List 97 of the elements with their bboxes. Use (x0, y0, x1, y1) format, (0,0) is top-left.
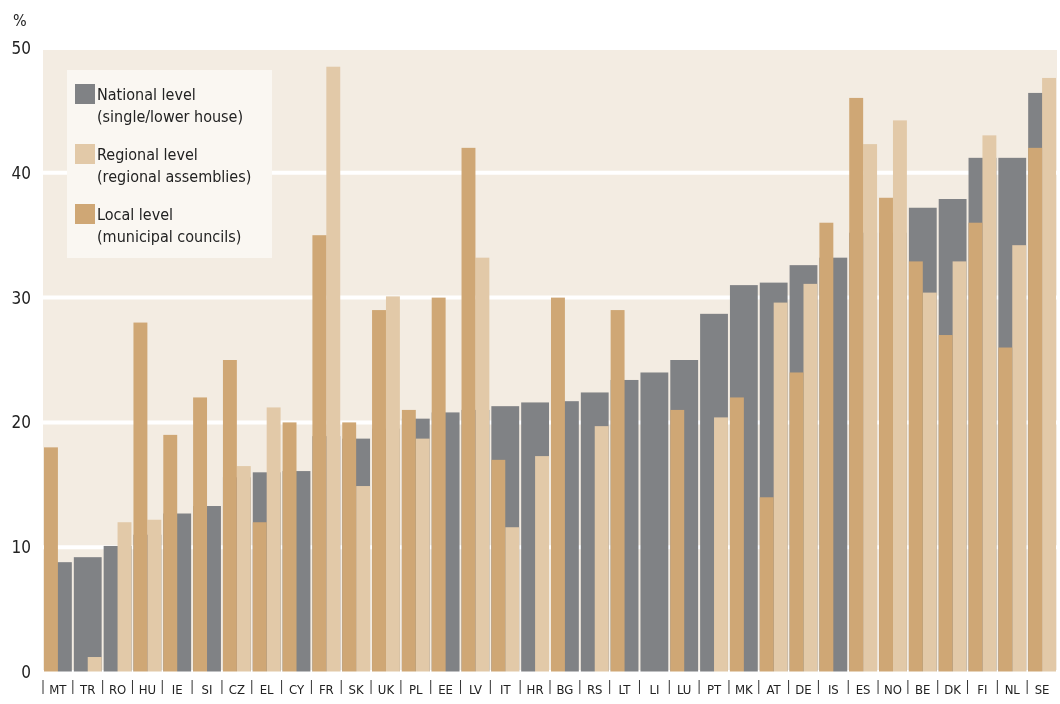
bar (236, 466, 251, 672)
bar (73, 557, 102, 672)
x-tick-label: SE (1034, 682, 1050, 697)
bar (789, 372, 804, 672)
x-tick-label: MT (49, 682, 68, 697)
bar (1042, 77, 1056, 672)
bar (759, 497, 774, 672)
x-tick-label: NO (883, 682, 902, 697)
bar (312, 235, 327, 672)
y-tick-label: 50 (11, 37, 31, 58)
bar (535, 456, 549, 672)
x-tick-label: HR (526, 682, 544, 697)
bar (415, 438, 430, 672)
bar (729, 397, 744, 672)
x-tick-label: PT (706, 682, 722, 697)
x-tick-label: UK (377, 682, 395, 697)
legend-label: Local level (municipal councils) (97, 205, 242, 246)
x-tick-label: LU (676, 682, 692, 697)
x-tick-label: CZ (228, 682, 245, 697)
x-tick-label: ES (855, 682, 871, 697)
bar (922, 292, 937, 672)
x-tick-label: EE (438, 682, 454, 697)
y-tick-label: 30 (11, 287, 31, 308)
x-tick-label: BE (915, 682, 931, 697)
bar (282, 422, 297, 672)
bar (982, 135, 997, 672)
x-tick-label: LT (618, 682, 632, 697)
bar (461, 147, 476, 672)
bar (879, 197, 893, 672)
bar (372, 310, 386, 672)
x-tick-label: RS (586, 682, 603, 697)
y-tick-label: 40 (11, 162, 31, 183)
bar (431, 297, 446, 672)
bar (266, 407, 281, 672)
bar (117, 522, 132, 672)
x-tick-label: SI (201, 682, 213, 697)
x-tick-label: FR (318, 682, 334, 697)
y-axis-title: % (13, 11, 27, 30)
bar (803, 283, 818, 672)
bar (640, 372, 669, 672)
bar (163, 434, 178, 672)
x-tick-label: DE (795, 682, 812, 697)
x-tick-label: AT (766, 682, 782, 697)
legend-label: National level (single/lower house) (97, 85, 244, 126)
bar (326, 66, 341, 672)
bar (44, 447, 58, 672)
x-tick-label: TR (79, 682, 96, 697)
bar (908, 261, 923, 672)
bar (491, 459, 506, 672)
x-tick-label: RO (108, 682, 127, 697)
bar (998, 347, 1013, 672)
x-tick-label: NL (1004, 682, 1021, 697)
bar (952, 261, 967, 672)
bar (252, 522, 267, 672)
x-tick-label: IS (827, 682, 839, 697)
bar (87, 657, 102, 672)
x-tick-label: IT (499, 682, 512, 697)
bar (505, 527, 520, 672)
bar (938, 335, 953, 672)
x-tick-label: SK (348, 682, 365, 697)
y-tick-label: 10 (11, 537, 31, 558)
bar (773, 302, 788, 672)
x-tick-label: HU (138, 682, 157, 697)
bar (819, 222, 834, 672)
bar (222, 360, 237, 672)
y-tick-label: 0 (21, 661, 31, 682)
bar (193, 397, 208, 672)
bar (342, 422, 357, 672)
x-tick-label: PL (409, 682, 424, 697)
bar (863, 144, 878, 672)
x-tick-label: FI (977, 682, 988, 697)
x-tick-label: LI (649, 682, 660, 697)
x-tick-label: IE (171, 682, 183, 697)
x-tick-label: BG (556, 682, 574, 697)
bar (133, 322, 148, 672)
bar (670, 409, 685, 672)
bar (1012, 245, 1027, 672)
bar (401, 409, 416, 672)
x-tick-label: LV (468, 682, 482, 697)
bar (892, 120, 907, 672)
bar (356, 486, 371, 672)
bar (147, 519, 162, 672)
x-tick-label: MK (734, 682, 754, 697)
x-tick-label: CY (288, 682, 305, 697)
bar (385, 296, 400, 672)
bar (1028, 147, 1043, 672)
x-tick-label: EL (259, 682, 275, 697)
x-tick-label: DK (944, 682, 962, 697)
bar (849, 97, 864, 672)
legend-label: Regional level (regional assemblies) (97, 145, 252, 186)
bar (551, 297, 565, 672)
bar (610, 310, 625, 672)
bar (594, 426, 609, 672)
y-tick-label: 20 (11, 412, 31, 433)
bar (968, 222, 983, 672)
bar (714, 417, 728, 672)
bar (475, 257, 490, 672)
